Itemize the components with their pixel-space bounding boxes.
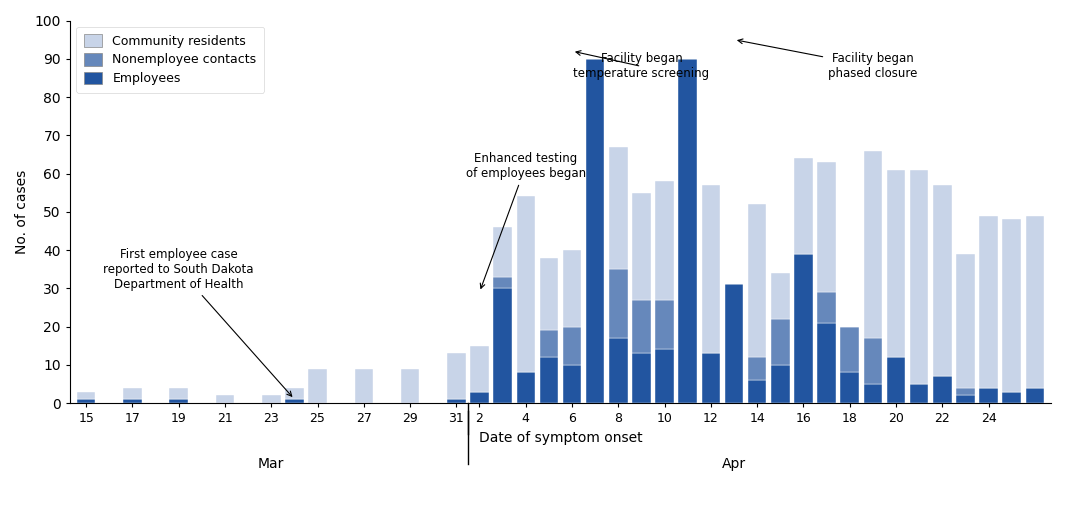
Bar [609, 269, 628, 338]
Bar [1002, 220, 1021, 391]
Bar [285, 399, 304, 403]
Bar [980, 215, 998, 388]
Bar [678, 59, 697, 403]
Bar [771, 365, 790, 403]
Text: Facility began
temperature screening: Facility began temperature screening [574, 51, 710, 81]
Bar [262, 396, 280, 403]
Bar [794, 158, 812, 254]
Bar [1025, 215, 1044, 388]
Bar [656, 300, 674, 349]
Bar [539, 357, 559, 403]
Legend: Community residents, Nonemployee contacts, Employees: Community residents, Nonemployee contact… [76, 27, 264, 93]
Bar [124, 399, 142, 403]
Bar [818, 323, 836, 403]
Bar [887, 357, 905, 403]
Bar [401, 369, 419, 403]
Bar [124, 388, 142, 399]
Bar [77, 399, 96, 403]
Bar [447, 399, 466, 403]
Bar [470, 346, 488, 391]
Bar [539, 330, 559, 357]
Bar [725, 285, 743, 403]
Bar [609, 147, 628, 269]
Bar [308, 369, 327, 403]
Bar [494, 227, 512, 277]
Bar [910, 170, 928, 384]
Bar [494, 288, 512, 403]
Bar [609, 338, 628, 403]
Text: Apr: Apr [722, 457, 746, 470]
Text: Mar: Mar [258, 457, 285, 470]
Bar [169, 399, 188, 403]
X-axis label: Date of symptom onset: Date of symptom onset [479, 430, 643, 445]
Text: Enhanced testing
of employees began: Enhanced testing of employees began [466, 152, 586, 288]
Bar [956, 388, 974, 396]
Bar [748, 204, 766, 357]
Bar [563, 365, 581, 403]
Bar [887, 170, 905, 357]
Bar [77, 391, 96, 399]
Bar [1025, 388, 1044, 403]
Bar [215, 396, 235, 403]
Bar [748, 380, 766, 403]
Bar [980, 388, 998, 403]
Bar [794, 254, 812, 403]
Bar [956, 396, 974, 403]
Bar [285, 388, 304, 399]
Bar [656, 181, 674, 300]
Bar [863, 384, 882, 403]
Bar [840, 372, 859, 403]
Bar [701, 185, 721, 353]
Bar [933, 185, 952, 376]
Bar [840, 327, 859, 372]
Bar [517, 196, 535, 372]
Bar [933, 376, 952, 403]
Bar [701, 353, 721, 403]
Bar [563, 327, 581, 365]
Bar [586, 59, 604, 403]
Bar [517, 372, 535, 403]
Bar [656, 349, 674, 403]
Y-axis label: No. of cases: No. of cases [15, 170, 29, 254]
Bar [818, 292, 836, 323]
Bar [355, 369, 373, 403]
Bar [771, 319, 790, 365]
Bar [447, 353, 466, 399]
Bar [494, 277, 512, 288]
Bar [863, 151, 882, 338]
Bar [748, 357, 766, 380]
Bar [818, 162, 836, 292]
Bar [910, 384, 928, 403]
Bar [771, 273, 790, 319]
Bar [632, 300, 650, 353]
Bar [1002, 391, 1021, 403]
Bar [632, 193, 650, 300]
Bar [863, 338, 882, 384]
Bar [539, 258, 559, 330]
Bar [956, 254, 974, 388]
Bar [632, 353, 650, 403]
Text: Facility began
phased closure: Facility began phased closure [738, 39, 918, 81]
Bar [470, 391, 488, 403]
Text: First employee case
reported to South Dakota
Department of Health: First employee case reported to South Da… [103, 248, 292, 396]
Bar [563, 250, 581, 327]
Bar [169, 388, 188, 399]
